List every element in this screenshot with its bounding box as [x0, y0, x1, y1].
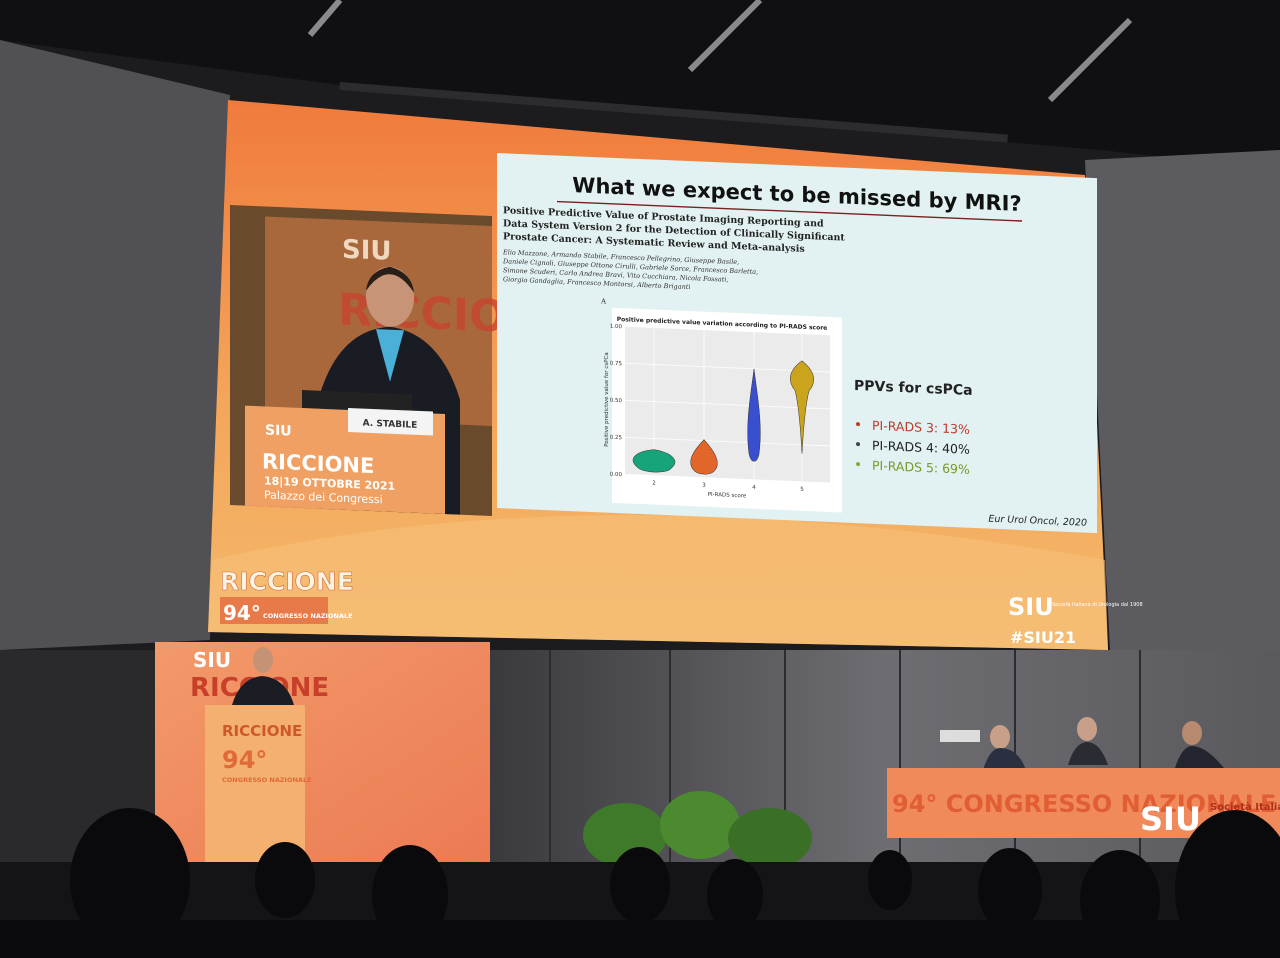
audience-head [70, 808, 190, 952]
inset-podium-location: RICCIONE [262, 449, 374, 478]
violin [747, 368, 761, 462]
inset-logo: SIU [342, 235, 391, 267]
backdrop-logo: SIU [193, 648, 231, 672]
y-tick-label: 1.00 [610, 324, 623, 331]
footer-badge [220, 597, 328, 624]
y-tick-label: 0.00 [610, 472, 623, 479]
audience [0, 808, 1280, 958]
summary-item: PI-RADS 4: 40% [872, 438, 970, 457]
ceiling [0, 0, 1280, 170]
stage-speaker-head [253, 647, 273, 673]
plant [728, 808, 812, 868]
footer-society: Società Italiana di Urologia dal 1908 [1052, 601, 1143, 608]
y-axis-label: Positive predictive value for csPCa [604, 352, 610, 447]
panelist-body [1068, 742, 1108, 765]
panelist-head [990, 725, 1010, 749]
inset-venue: Palazzo dei Congressi [264, 488, 383, 506]
podium-congress: CONGRESSO NAZIONALE [222, 776, 312, 784]
bullet [856, 442, 860, 447]
footer-logo: SIU [1008, 593, 1054, 621]
footer-edition: 94° [223, 601, 261, 625]
seat-row [0, 920, 1280, 958]
violin [790, 360, 814, 454]
audience-head [978, 848, 1042, 932]
violin [690, 439, 718, 475]
table-society: Società Italiana di Urologia [1210, 801, 1280, 813]
y-tick-label: 0.75 [610, 361, 623, 368]
grid-line [625, 473, 830, 484]
grid-line [625, 436, 830, 447]
summary-heading: PPVs for csPCa [854, 378, 973, 399]
name-card-text: A. STABILE [363, 419, 418, 431]
bullet [856, 462, 860, 467]
audience-head [610, 847, 670, 923]
speaker-head [366, 266, 414, 327]
laptop [302, 390, 412, 413]
audience-head [868, 850, 912, 910]
panelist-body [1175, 746, 1224, 768]
panelist-head [1182, 721, 1202, 745]
panelist-head [1077, 717, 1097, 741]
screen-roller [339, 82, 1008, 143]
truss [307, 0, 1133, 103]
audience-head [255, 842, 315, 918]
name-card [348, 407, 433, 436]
summary-item: PI-RADS 5: 69% [872, 458, 970, 477]
screen-wave [208, 515, 1108, 650]
citation: Eur Urol Oncol, 2020 [988, 514, 1087, 529]
y-tick-label: 0.50 [610, 398, 623, 405]
speaker-hair [366, 266, 414, 293]
inset-podium-logo: SIU [265, 422, 292, 439]
footer-congress: CONGRESSO NAZIONALE [263, 612, 353, 620]
video-inset: SIU RICCIONE A. STABILE SIU RICCIONE 18|… [230, 205, 573, 516]
lanyard [376, 329, 404, 382]
violin [632, 449, 676, 473]
x-tick-label: 2 [652, 481, 655, 487]
left-wall [0, 40, 230, 650]
grid-line [625, 399, 830, 410]
grid-line [625, 325, 830, 336]
bullet [856, 422, 860, 427]
footer-hashtag: #SIU21 [1010, 628, 1076, 647]
x-tick-label: 4 [752, 485, 756, 491]
panelist-body [983, 748, 1026, 770]
panelist [940, 730, 980, 742]
panel-label: A [600, 297, 607, 305]
table-logo: SIU [1140, 800, 1201, 838]
inset-dates: 18|19 OTTOBRE 2021 [264, 474, 395, 492]
plant [660, 791, 740, 859]
table-banner: 94° CONGRESSO NAZIONALE [892, 790, 1276, 818]
right-wall [1085, 150, 1280, 650]
x-tick-label: 3 [702, 483, 706, 489]
stage-speaker-body [232, 676, 294, 705]
footer-location: RICCIONE [220, 567, 354, 596]
title-rule [557, 200, 1022, 222]
audience-head [707, 859, 763, 931]
summary-item: PI-RADS 3: 13% [872, 418, 970, 437]
y-tick-label: 0.25 [610, 435, 623, 442]
x-tick-label: 5 [800, 487, 804, 493]
podium-edition: 94° [222, 746, 267, 774]
slide-panel: What we expect to be missed by MRI? Posi… [497, 153, 1097, 534]
x-axis-label: PI-RADS score [708, 492, 747, 500]
podium-location: RICCIONE [222, 722, 302, 740]
